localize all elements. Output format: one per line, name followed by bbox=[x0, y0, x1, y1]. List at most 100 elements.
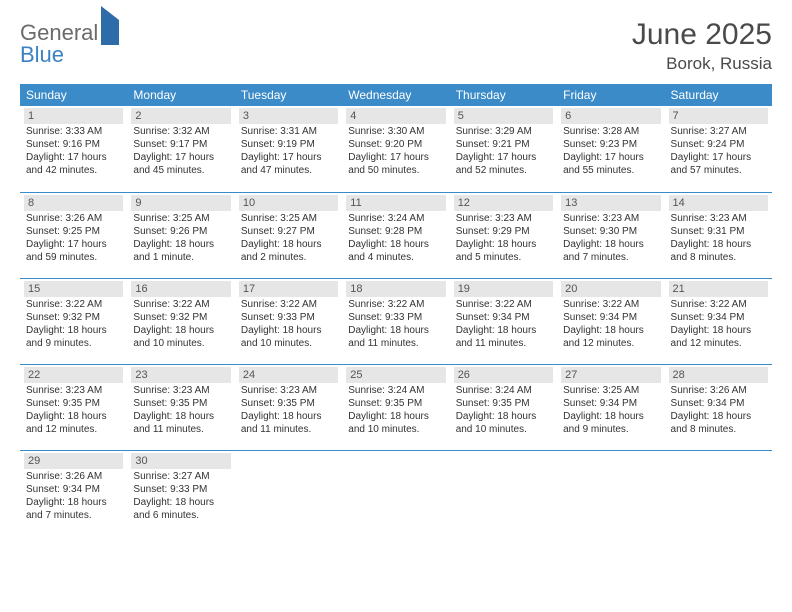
detail-line: Sunset: 9:28 PM bbox=[348, 225, 443, 238]
detail-line: Daylight: 18 hours bbox=[241, 238, 336, 251]
detail-line: Sunset: 9:34 PM bbox=[671, 311, 766, 324]
detail-line: Sunset: 9:20 PM bbox=[348, 138, 443, 151]
detail-line: and 7 minutes. bbox=[563, 251, 658, 264]
day-details: Sunrise: 3:25 AMSunset: 9:27 PMDaylight:… bbox=[239, 212, 338, 264]
day-cell: 28Sunrise: 3:26 AMSunset: 9:34 PMDayligh… bbox=[665, 364, 772, 450]
day-cell: 20Sunrise: 3:22 AMSunset: 9:34 PMDayligh… bbox=[557, 278, 664, 364]
detail-line: Sunset: 9:24 PM bbox=[671, 138, 766, 151]
day-number: 8 bbox=[24, 195, 123, 211]
detail-line: and 47 minutes. bbox=[241, 164, 336, 177]
day-cell: 13Sunrise: 3:23 AMSunset: 9:30 PMDayligh… bbox=[557, 192, 664, 278]
detail-line: Sunrise: 3:23 AM bbox=[241, 384, 336, 397]
detail-line: Sunset: 9:19 PM bbox=[241, 138, 336, 151]
detail-line: Daylight: 18 hours bbox=[671, 238, 766, 251]
day-number: 21 bbox=[669, 281, 768, 297]
detail-line: Sunrise: 3:28 AM bbox=[563, 125, 658, 138]
detail-line: Sunrise: 3:25 AM bbox=[563, 384, 658, 397]
day-cell: 11Sunrise: 3:24 AMSunset: 9:28 PMDayligh… bbox=[342, 192, 449, 278]
day-details: Sunrise: 3:22 AMSunset: 9:33 PMDaylight:… bbox=[239, 298, 338, 350]
col-thursday: Thursday bbox=[450, 84, 557, 106]
day-details: Sunrise: 3:23 AMSunset: 9:29 PMDaylight:… bbox=[454, 212, 553, 264]
detail-line: Sunrise: 3:22 AM bbox=[348, 298, 443, 311]
day-details: Sunrise: 3:22 AMSunset: 9:34 PMDaylight:… bbox=[669, 298, 768, 350]
detail-line: Daylight: 18 hours bbox=[563, 410, 658, 423]
day-number: 4 bbox=[346, 108, 445, 124]
day-cell: 19Sunrise: 3:22 AMSunset: 9:34 PMDayligh… bbox=[450, 278, 557, 364]
detail-line: and 6 minutes. bbox=[133, 509, 228, 522]
detail-line: Sunrise: 3:29 AM bbox=[456, 125, 551, 138]
day-cell: 12Sunrise: 3:23 AMSunset: 9:29 PMDayligh… bbox=[450, 192, 557, 278]
day-cell bbox=[450, 450, 557, 536]
day-number: 6 bbox=[561, 108, 660, 124]
day-details: Sunrise: 3:25 AMSunset: 9:34 PMDaylight:… bbox=[561, 384, 660, 436]
day-number: 13 bbox=[561, 195, 660, 211]
logo-text: General Blue bbox=[20, 22, 119, 66]
detail-line: Sunset: 9:32 PM bbox=[26, 311, 121, 324]
detail-line: Daylight: 18 hours bbox=[241, 410, 336, 423]
detail-line: Sunrise: 3:25 AM bbox=[241, 212, 336, 225]
day-details: Sunrise: 3:27 AMSunset: 9:33 PMDaylight:… bbox=[131, 470, 230, 522]
day-details: Sunrise: 3:30 AMSunset: 9:20 PMDaylight:… bbox=[346, 125, 445, 177]
detail-line: Daylight: 18 hours bbox=[241, 324, 336, 337]
detail-line: Sunrise: 3:23 AM bbox=[563, 212, 658, 225]
day-details: Sunrise: 3:23 AMSunset: 9:31 PMDaylight:… bbox=[669, 212, 768, 264]
day-number: 14 bbox=[669, 195, 768, 211]
detail-line: Daylight: 18 hours bbox=[671, 324, 766, 337]
day-details: Sunrise: 3:32 AMSunset: 9:17 PMDaylight:… bbox=[131, 125, 230, 177]
day-number: 18 bbox=[346, 281, 445, 297]
day-cell: 15Sunrise: 3:22 AMSunset: 9:32 PMDayligh… bbox=[20, 278, 127, 364]
day-number: 10 bbox=[239, 195, 338, 211]
detail-line: Daylight: 18 hours bbox=[133, 324, 228, 337]
day-details: Sunrise: 3:23 AMSunset: 9:35 PMDaylight:… bbox=[131, 384, 230, 436]
day-cell: 1Sunrise: 3:33 AMSunset: 9:16 PMDaylight… bbox=[20, 106, 127, 192]
detail-line: and 57 minutes. bbox=[671, 164, 766, 177]
detail-line: and 10 minutes. bbox=[241, 337, 336, 350]
detail-line: Daylight: 18 hours bbox=[456, 238, 551, 251]
detail-line: and 1 minute. bbox=[133, 251, 228, 264]
detail-line: and 11 minutes. bbox=[348, 337, 443, 350]
detail-line: Sunset: 9:30 PM bbox=[563, 225, 658, 238]
detail-line: Daylight: 18 hours bbox=[348, 410, 443, 423]
day-number: 9 bbox=[131, 195, 230, 211]
detail-line: Sunrise: 3:26 AM bbox=[26, 212, 121, 225]
day-number: 2 bbox=[131, 108, 230, 124]
day-number: 25 bbox=[346, 367, 445, 383]
week-row: 8Sunrise: 3:26 AMSunset: 9:25 PMDaylight… bbox=[20, 192, 772, 278]
day-number: 29 bbox=[24, 453, 123, 469]
detail-line: and 12 minutes. bbox=[26, 423, 121, 436]
week-row: 29Sunrise: 3:26 AMSunset: 9:34 PMDayligh… bbox=[20, 450, 772, 536]
day-details: Sunrise: 3:24 AMSunset: 9:28 PMDaylight:… bbox=[346, 212, 445, 264]
detail-line: Sunrise: 3:22 AM bbox=[241, 298, 336, 311]
page-header: General Blue June 2025 Borok, Russia bbox=[20, 18, 772, 74]
detail-line: and 12 minutes. bbox=[671, 337, 766, 350]
day-cell bbox=[665, 450, 772, 536]
detail-line: and 8 minutes. bbox=[671, 251, 766, 264]
day-cell: 17Sunrise: 3:22 AMSunset: 9:33 PMDayligh… bbox=[235, 278, 342, 364]
day-cell: 29Sunrise: 3:26 AMSunset: 9:34 PMDayligh… bbox=[20, 450, 127, 536]
detail-line: Sunset: 9:32 PM bbox=[133, 311, 228, 324]
detail-line: Daylight: 18 hours bbox=[133, 496, 228, 509]
day-details: Sunrise: 3:26 AMSunset: 9:25 PMDaylight:… bbox=[24, 212, 123, 264]
detail-line: and 11 minutes. bbox=[456, 337, 551, 350]
detail-line: Sunrise: 3:22 AM bbox=[133, 298, 228, 311]
col-monday: Monday bbox=[127, 84, 234, 106]
day-number: 20 bbox=[561, 281, 660, 297]
detail-line: Sunset: 9:35 PM bbox=[241, 397, 336, 410]
detail-line: and 55 minutes. bbox=[563, 164, 658, 177]
detail-line: Daylight: 18 hours bbox=[133, 410, 228, 423]
day-details: Sunrise: 3:22 AMSunset: 9:33 PMDaylight:… bbox=[346, 298, 445, 350]
detail-line: Sunset: 9:35 PM bbox=[133, 397, 228, 410]
detail-line: Sunset: 9:34 PM bbox=[563, 397, 658, 410]
detail-line: Sunrise: 3:22 AM bbox=[26, 298, 121, 311]
day-cell: 14Sunrise: 3:23 AMSunset: 9:31 PMDayligh… bbox=[665, 192, 772, 278]
day-details: Sunrise: 3:26 AMSunset: 9:34 PMDaylight:… bbox=[669, 384, 768, 436]
detail-line: and 45 minutes. bbox=[133, 164, 228, 177]
detail-line: Sunrise: 3:26 AM bbox=[26, 470, 121, 483]
day-number: 7 bbox=[669, 108, 768, 124]
detail-line: and 11 minutes. bbox=[241, 423, 336, 436]
day-details: Sunrise: 3:22 AMSunset: 9:34 PMDaylight:… bbox=[454, 298, 553, 350]
day-cell: 24Sunrise: 3:23 AMSunset: 9:35 PMDayligh… bbox=[235, 364, 342, 450]
day-number: 28 bbox=[669, 367, 768, 383]
month-title: June 2025 bbox=[632, 18, 772, 52]
detail-line: Sunrise: 3:31 AM bbox=[241, 125, 336, 138]
